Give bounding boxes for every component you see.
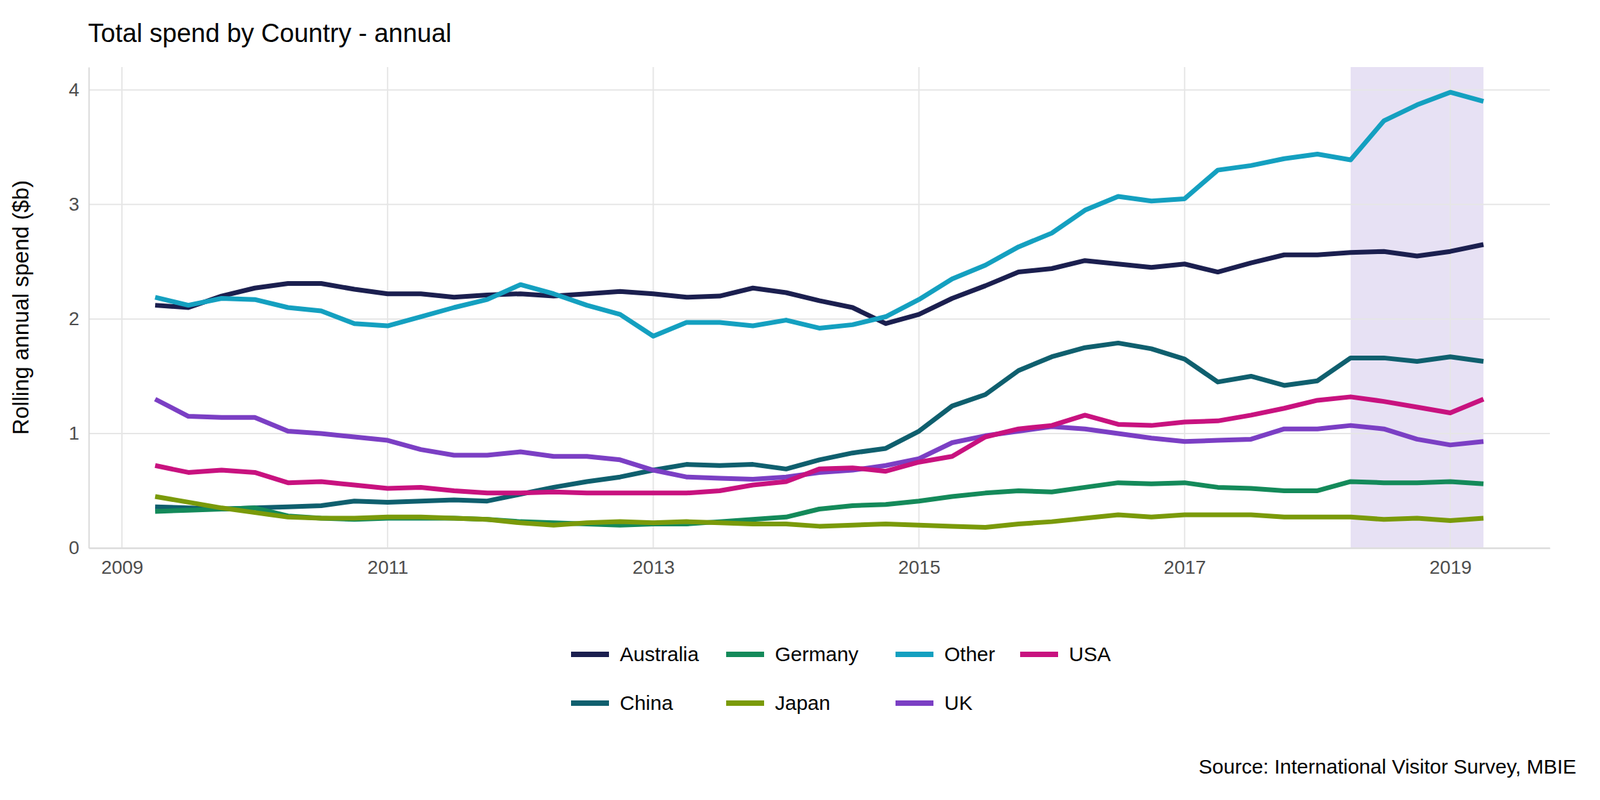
tick: 2 (68, 308, 89, 330)
legend-key (726, 651, 765, 658)
x-grid-line (652, 67, 654, 549)
legend-label: USA (1068, 642, 1111, 666)
tick-label: 2017 (1163, 556, 1206, 578)
tick: 1 (68, 422, 89, 444)
x-grid-line (918, 67, 920, 549)
tick: 2019 (1429, 548, 1472, 578)
series-line (155, 92, 1484, 336)
legend-key (571, 651, 609, 658)
legend-item: Other (895, 642, 996, 666)
x-grid-line (121, 67, 123, 549)
legend-item: UK (895, 691, 973, 714)
legend-item: Germany (726, 642, 859, 666)
x-grid-line (1184, 67, 1186, 549)
title: Total spend by Country - annual (88, 18, 452, 48)
axis-line (89, 548, 1551, 550)
series-line (155, 244, 1484, 324)
legend-item: USA (1020, 642, 1111, 666)
tick: 2009 (100, 548, 143, 578)
legend-item: Australia (571, 642, 700, 666)
legend-key (571, 700, 609, 706)
tick: 2017 (1163, 548, 1206, 578)
tick-label: 0 (68, 537, 80, 559)
tick-label: 2011 (367, 556, 409, 578)
data-layer (88, 67, 1550, 549)
series-line (155, 496, 1484, 528)
legend-label: Other (944, 642, 996, 666)
legend-item: Japan (726, 691, 831, 714)
y-grid-line (88, 318, 1550, 320)
tick-label: 3 (68, 193, 80, 215)
tick-label: 2009 (100, 556, 143, 578)
tick-label: 1 (68, 422, 80, 444)
series-line (155, 342, 1484, 509)
tick-label: 2019 (1429, 556, 1472, 578)
tick: 2011 (367, 548, 409, 578)
tick-label: 2013 (632, 556, 675, 578)
y-axis-title: Rolling annual spend ($b) (8, 180, 34, 435)
tick-label: 2 (68, 308, 80, 330)
axis-line (88, 67, 91, 549)
tick-label: 2015 (898, 556, 941, 578)
tick: 3 (68, 193, 89, 215)
y-grid-line (88, 89, 1550, 91)
tick-label: 4 (68, 79, 80, 101)
x-axis: 2009 2011 2013 2015 2017 2019 (89, 548, 1551, 578)
legend-key (895, 651, 934, 658)
tick: 2013 (632, 548, 675, 578)
legend-label: China (619, 691, 674, 714)
x-grid-line (1449, 67, 1451, 549)
tick: 2015 (898, 548, 941, 578)
y-axis: 0 1 2 3 4 (68, 67, 89, 559)
y-grid-line (88, 203, 1550, 206)
legend-item: China (571, 691, 674, 714)
caption: Source: International Visitor Survey, MB… (1198, 755, 1577, 778)
tick: 0 (68, 537, 89, 559)
legend-label: Japan (774, 691, 831, 714)
chart: 2009 2011 2013 2015 2017 2019 0 1 2 3 4 Total spend… (0, 0, 1600, 800)
tick: 4 (68, 79, 89, 101)
x-grid-line (386, 67, 389, 549)
legend: Australia China Germany Japan Other UK USA (571, 642, 1111, 714)
legend-label: UK (944, 691, 973, 714)
legend-key (1020, 651, 1059, 658)
y-grid-line (88, 547, 1550, 549)
legend-label: Australia (619, 642, 700, 666)
series-line (155, 396, 1484, 494)
grid (88, 67, 1550, 549)
legend-key (895, 700, 934, 706)
plot-area: 2009 2011 2013 2015 2017 2019 0 1 2 3 4 (68, 67, 1550, 578)
legend-label: Germany (774, 642, 859, 666)
legend-key (726, 700, 765, 706)
